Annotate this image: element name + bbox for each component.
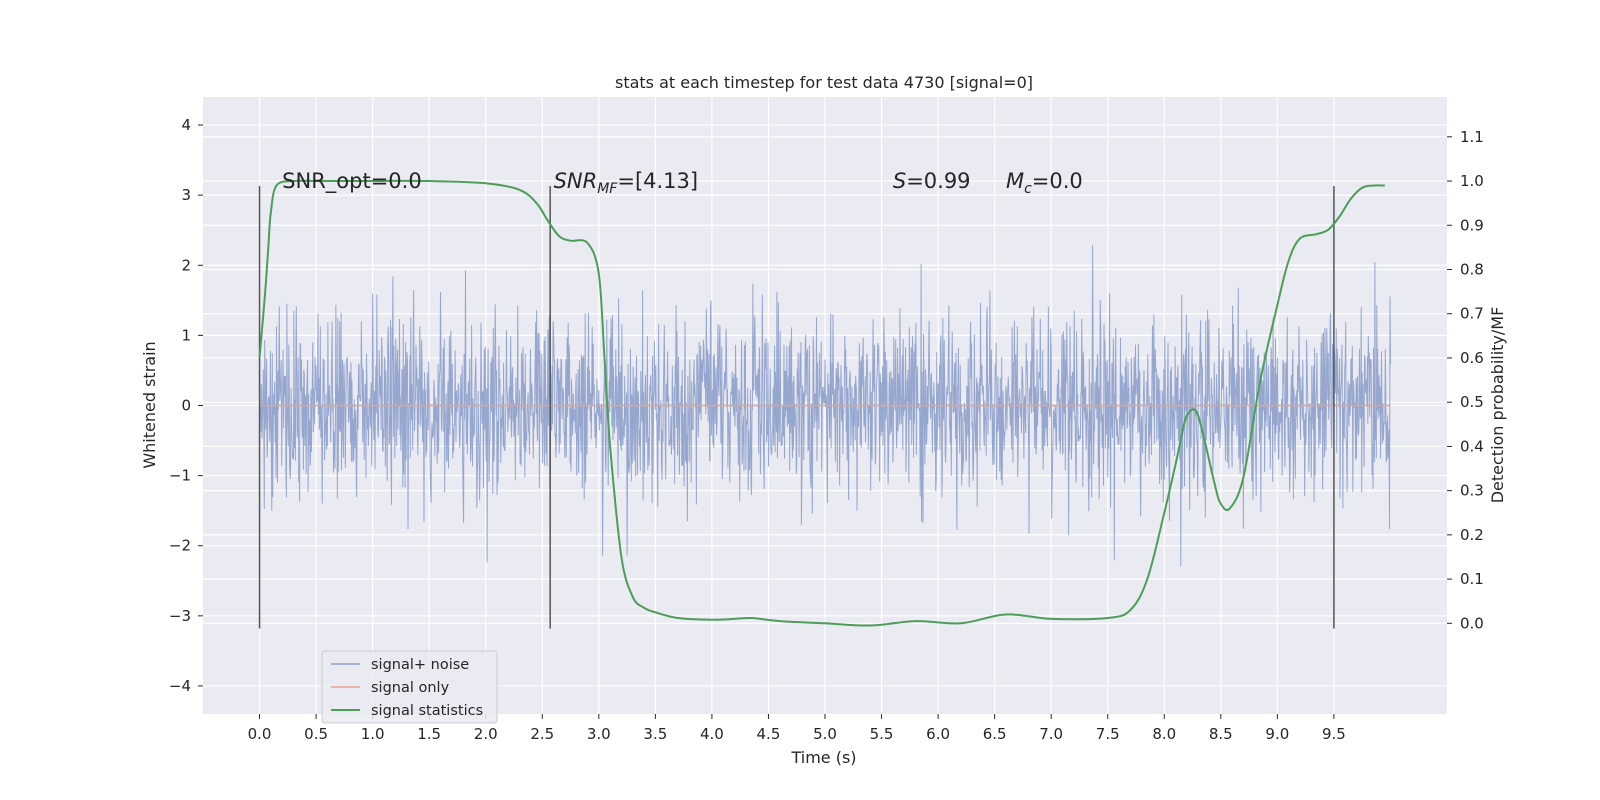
y2-tick-label: 0.2 [1460,526,1484,544]
x-tick-label: 8.0 [1152,725,1176,743]
y-tick-label: −1 [169,467,191,485]
x-tick-label: 9.5 [1322,725,1346,743]
y-tick-label: 4 [181,116,191,134]
x-tick-label: 7.5 [1096,725,1120,743]
y2-tick-label: 0.5 [1460,393,1484,411]
annotations: SNR_opt=0.0 SNRMF=[4.13] S=0.99 Mc=0.0 [282,169,1083,197]
y2-tick-label: 0.1 [1460,570,1484,588]
y-tick-label: −4 [169,677,191,695]
y-tick-label: 2 [181,256,191,274]
x-tick-label: 7.0 [1039,725,1063,743]
x-tick-label: 8.5 [1209,725,1233,743]
y-tick-label: −2 [169,537,191,555]
annotation-1: SNRMF=[4.13] [554,169,699,197]
y2-tick-label: 0.6 [1460,349,1484,367]
x-tick-label: 4.0 [700,725,724,743]
x-tick-label: 9.0 [1265,725,1289,743]
x-tick-label: 4.5 [757,725,781,743]
x-tick-label: 3.5 [643,725,667,743]
chart-title: stats at each timestep for test data 473… [615,73,1033,92]
y-tick-label: 1 [181,326,191,344]
y-tick-label: 0 [181,397,191,415]
y2-axis-label: Detection probability/MF [1488,307,1507,504]
x-tick-label: 1.0 [361,725,385,743]
noise-trace [259,245,1391,567]
y2-tick-label: 1.1 [1460,128,1484,146]
y2-tick-label: 0.0 [1460,614,1484,632]
y-tick-label: 3 [181,186,191,204]
legend-label-noise: signal+ noise [371,657,469,673]
annotation-0: SNR_opt=0.0 [282,169,422,194]
y2-tick-label: 0.4 [1460,437,1484,455]
legend: signal+ noise signal only signal statist… [321,650,498,724]
y-axis-label: Whitened strain [140,341,159,468]
y2-tick-label: 0.8 [1460,260,1484,278]
x-tick-label: 2.0 [474,725,498,743]
y-tick-label: −3 [169,607,191,625]
x-tick-label: 6.5 [983,725,1007,743]
legend-label-signal: signal only [371,680,450,696]
y2-tick-label: 0.7 [1460,305,1484,323]
y2-tick-label: 0.9 [1460,216,1484,234]
x-tick-label: 6.0 [926,725,950,743]
x-tick-label: 3.0 [587,725,611,743]
x-tick-label: 5.5 [870,725,894,743]
y-tick-labels: −4 −3 −2 −1 0 1 2 3 4 [169,116,203,695]
annotation-3: Mc=0.0 [1006,169,1083,197]
vertical-markers [258,186,1335,629]
annotation-2: S=0.99 [893,169,971,193]
x-tick-label: 2.5 [530,725,554,743]
y2-tick-label: 0.3 [1460,482,1484,500]
x-tick-label: 1.5 [417,725,441,743]
x-tick-label: 0.5 [304,725,328,743]
y2-tick-label: 1.0 [1460,172,1484,190]
signal-statistics-series [258,179,1385,627]
x-tick-label: 0.0 [248,725,272,743]
x-axis-label: Time (s) [790,748,856,767]
legend-label-stats: signal statistics [371,703,483,719]
x-tick-labels: 0.0 0.5 1.0 1.5 2.0 2.5 3.0 3.5 4.0 4.5 5.0 5.5 6.0 6… [248,714,1346,743]
x-tick-label: 5.0 [813,725,837,743]
signal-statistics-line [258,179,1385,627]
y2-tick-labels: 0.0 0.1 0.2 0.3 0.4 0.5 0.6 0.7 0.8 0.9 1.0 1.1 [1447,128,1484,632]
signal-plus-noise-series [259,245,1391,567]
legend-box [321,650,498,724]
